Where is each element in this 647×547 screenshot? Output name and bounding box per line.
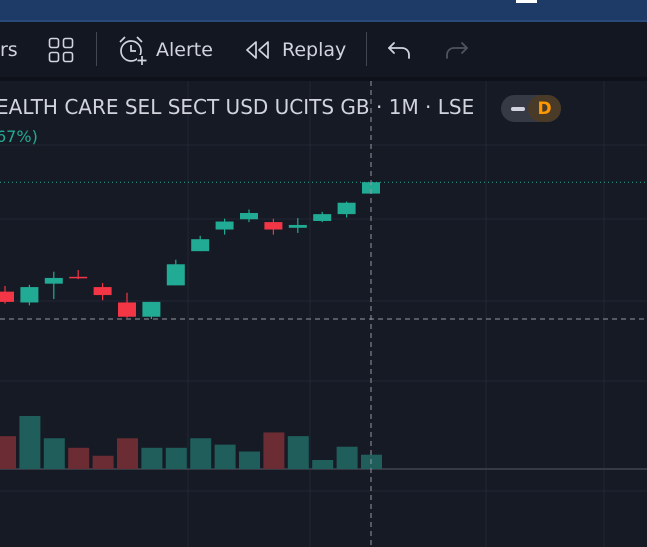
volume-bar	[43, 438, 65, 469]
volume-bar	[287, 436, 309, 469]
candle-body	[118, 302, 136, 317]
candle-body	[215, 221, 234, 230]
volume-bar	[165, 447, 187, 469]
volume-bar	[214, 444, 236, 469]
toolbar-divider	[366, 32, 367, 66]
candle-body	[191, 239, 210, 252]
price-chart[interactable]	[0, 81, 647, 547]
indicators-label: rs	[0, 38, 18, 61]
volume-bar	[141, 447, 163, 469]
redo-button[interactable]	[444, 22, 470, 77]
layout-grid-icon	[48, 37, 74, 62]
window-control-icon[interactable]	[516, 0, 537, 3]
layout-button[interactable]	[48, 22, 74, 77]
symbol-legend-title[interactable]: EALTH CARE SEL SECT USD UCITS GB · 1M · …	[0, 95, 475, 119]
delayed-badge: D	[528, 95, 561, 122]
volume-bar	[0, 436, 16, 469]
replay-label: Replay	[282, 38, 347, 61]
alert-button[interactable]: Alerte	[116, 22, 213, 77]
alarm-clock-icon	[119, 35, 148, 66]
candle-body	[240, 212, 258, 220]
top-toolbar: rs Alerte Replay	[0, 22, 647, 81]
indicators-button[interactable]: rs	[0, 22, 18, 77]
volume-bar	[239, 451, 260, 469]
price-change-percent: 67%)	[0, 127, 38, 146]
chart-pane[interactable]: EALTH CARE SEL SECT USD UCITS GB · 1M · …	[0, 81, 647, 547]
redo-icon	[446, 41, 468, 59]
volume-bar	[19, 416, 41, 469]
candle-body	[288, 224, 307, 228]
alert-label: Alerte	[156, 38, 213, 61]
undo-button[interactable]	[386, 22, 412, 77]
volume-bar	[336, 446, 358, 469]
chart-grid	[0, 81, 647, 547]
crosshair	[0, 81, 647, 547]
replay-button[interactable]: Replay	[244, 22, 346, 77]
candle-body	[337, 202, 356, 215]
data-status-pill[interactable]: D	[501, 95, 561, 122]
candle-body	[264, 222, 283, 230]
candle-body	[93, 287, 112, 296]
volume-bar	[263, 432, 285, 469]
volume-bar	[117, 438, 138, 469]
candle-body	[166, 264, 185, 286]
rewind-icon	[246, 40, 269, 59]
candlestick-series	[0, 182, 380, 319]
volume-bars	[0, 416, 382, 469]
candle-body	[20, 287, 39, 303]
candle-body	[362, 182, 380, 194]
minimize-icon	[511, 107, 525, 111]
candle-body	[44, 277, 63, 284]
undo-icon	[388, 41, 410, 59]
volume-bar	[92, 455, 114, 469]
volume-bar	[68, 447, 90, 469]
volume-bar	[312, 459, 334, 469]
toolbar-divider	[96, 32, 97, 66]
browser-title-bar	[0, 0, 647, 22]
volume-bar	[190, 438, 212, 469]
candle-body	[69, 276, 88, 279]
candle-body	[142, 301, 161, 317]
candle-body	[0, 291, 14, 302]
candle-body	[313, 214, 332, 221]
